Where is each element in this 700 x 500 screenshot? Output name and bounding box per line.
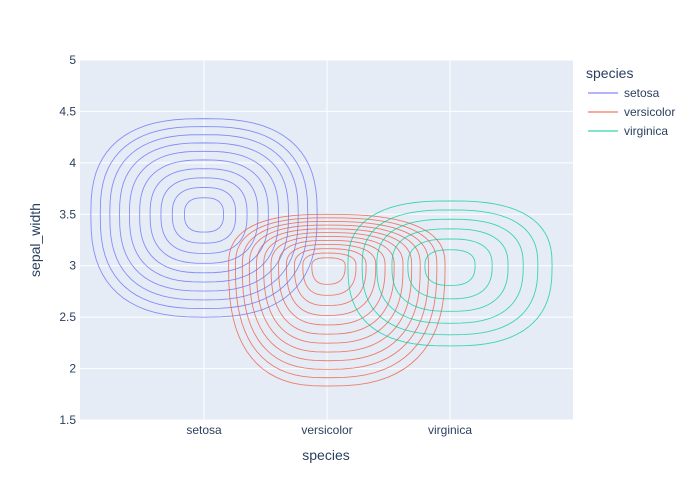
contour-line-versicolor [302, 252, 357, 296]
y-tick-label: 2.5 [59, 310, 76, 324]
contour-line-setosa [171, 187, 237, 244]
contour-line-setosa [139, 159, 269, 274]
y-tick-label: 3 [69, 259, 76, 273]
contour-series-virginica [347, 200, 553, 347]
legend: species setosa versicolor virginica [586, 65, 675, 138]
x-axis-title: species [302, 447, 349, 463]
x-tick-labels: setosa versicolor virginica [186, 423, 472, 437]
contour-line-setosa [99, 126, 309, 310]
contour-line-setosa [119, 142, 289, 292]
contour-line-virginica [376, 218, 524, 324]
contour-line-versicolor [278, 239, 386, 326]
contour-line-versicolor [293, 248, 367, 307]
x-tick-label: versicolor [301, 423, 352, 437]
contour-line-versicolor [311, 257, 346, 285]
contour-line-versicolor [255, 228, 413, 353]
contour-line-virginica [407, 238, 493, 300]
y-tick-label: 1.5 [59, 413, 76, 427]
contour-series-versicolor [228, 213, 446, 387]
contour-line-setosa [128, 150, 280, 283]
contour-line-versicolor [285, 244, 377, 316]
legend-title: species [586, 65, 633, 81]
contour-line-versicolor [248, 224, 421, 362]
legend-item-versicolor[interactable]: versicolor [588, 105, 675, 119]
contour-line-setosa [183, 197, 225, 233]
x-tick-label: virginica [428, 423, 472, 437]
legend-label: setosa [624, 86, 660, 100]
contour-line-versicolor [234, 217, 438, 379]
legend-item-virginica[interactable]: virginica [588, 124, 668, 138]
legend-label: virginica [624, 124, 668, 138]
legend-label: versicolor [624, 105, 675, 119]
y-tick-label: 2 [69, 362, 76, 376]
y-tick-label: 4.5 [59, 104, 76, 118]
contour-line-setosa [90, 118, 318, 318]
x-tick-label: setosa [186, 423, 222, 437]
y-tick-label: 4 [69, 156, 76, 170]
contour-line-virginica [424, 249, 476, 286]
contour-line-versicolor [270, 236, 395, 335]
contour-traces [90, 118, 553, 387]
contour-line-virginica [391, 228, 509, 312]
y-tick-labels: 1.5 2 2.5 3 3.5 4 4.5 5 [59, 53, 76, 427]
contour-line-versicolor [263, 232, 404, 344]
contour-line-setosa [160, 177, 248, 254]
contour-line-virginica [361, 209, 539, 336]
contour-line-virginica [347, 200, 553, 347]
y-tick-label: 5 [69, 53, 76, 67]
y-axis-title: sepal_width [27, 203, 43, 277]
y-tick-label: 3.5 [59, 207, 76, 221]
legend-item-setosa[interactable]: setosa [588, 86, 660, 100]
contour-line-versicolor [241, 220, 430, 370]
contour-line-setosa [109, 134, 299, 301]
contour-line-versicolor [228, 213, 446, 387]
